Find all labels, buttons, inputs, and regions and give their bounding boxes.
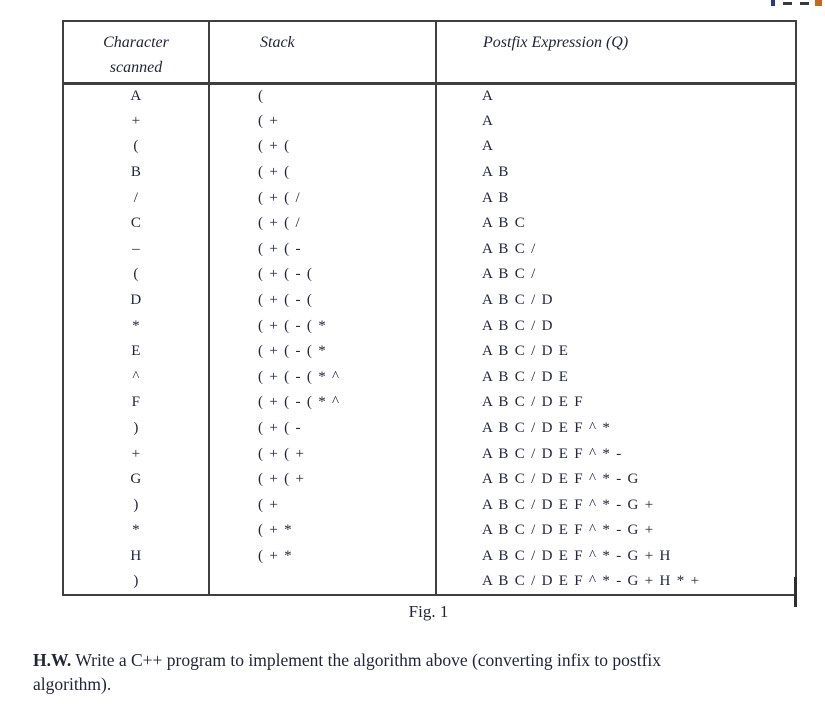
stack-cell: ( + ( + — [208, 466, 436, 493]
stack-cell: ( + ( - ( * ^ — [208, 390, 436, 416]
scanned-cell: + — [131, 445, 141, 462]
scanned-cell: ( — [133, 138, 139, 155]
postfix-cell: A B C — [435, 210, 796, 237]
postfix-cell: A B C / D — [435, 287, 796, 314]
table-row: ) ( + ( - A B C / D E F ^ * — [63, 415, 796, 442]
scanned-cell: – — [132, 240, 140, 257]
scanned-cell: F — [131, 394, 141, 411]
table-row: D ( + ( - ( A B C / D — [63, 287, 796, 314]
scanned-cell: H — [130, 547, 142, 564]
stack-cell: ( + ( - ( * ^ — [208, 364, 436, 391]
scanned-cell: * — [132, 317, 140, 334]
table-body: A ( A + ( + A ( ( + ( A B ( + ( A B / ( … — [63, 83, 796, 595]
scanned-cell: ( — [133, 266, 139, 283]
postfix-cell: A B C / D E F ^ * - G + H * + — [435, 569, 796, 595]
homework-text: Write a C++ program to implement the alg… — [33, 650, 662, 695]
stack-cell: ( + ( - ( * — [208, 313, 436, 339]
stack-cell: ( + ( - ( * — [208, 338, 436, 365]
header-character-scanned: Character scanned — [63, 21, 209, 85]
postfix-cell: A — [435, 108, 796, 135]
cutoff-mark — [800, 2, 809, 5]
postfix-cell: A B C / D E — [435, 338, 796, 365]
scanned-cell: / — [133, 189, 139, 206]
table-row: H ( + * A B C / D E F ^ * - G + H — [63, 543, 796, 570]
stack-cell: ( + ( — [208, 159, 436, 186]
table-row: – ( + ( - A B C / — [63, 236, 796, 263]
postfix-cell: A — [435, 134, 796, 160]
scanned-cell: ^ — [132, 368, 140, 385]
infix-to-postfix-trace-table: Character scanned Stack Postfix Expressi… — [62, 20, 797, 596]
table-row: * ( + ( - ( * A B C / D — [63, 313, 796, 339]
postfix-cell: A B C / D E F ^ * - G + — [435, 492, 796, 519]
table-row: + ( + A — [63, 108, 796, 135]
scanned-cell: E — [131, 343, 141, 360]
stack-cell: ( + ( - ( — [208, 287, 436, 314]
stack-cell: ( + ( — [208, 134, 436, 160]
postfix-cell: A B C / D E F ^ * — [435, 415, 796, 442]
scanned-cell: ) — [133, 573, 139, 590]
postfix-cell: A — [435, 83, 796, 109]
postfix-cell: A B C / — [435, 262, 796, 288]
scanned-cell: + — [131, 112, 141, 129]
table-row: ( ( + ( A — [63, 134, 796, 160]
header-stack: Stack — [208, 21, 436, 85]
stack-cell: ( + ( - — [208, 415, 436, 442]
table-row: ( ( + ( - ( A B C / — [63, 262, 796, 288]
stack-cell: ( + ( / — [208, 185, 436, 211]
table-row: / ( + ( / A B — [63, 185, 796, 211]
table-row: A ( A — [63, 83, 796, 109]
stack-cell: ( + ( / — [208, 210, 436, 237]
postfix-cell: A B C / D E F ^ * - G + H — [435, 543, 796, 570]
table-row: C ( + ( / A B C — [63, 210, 796, 237]
table-row: F ( + ( - ( * ^ A B C / D E F — [63, 390, 796, 416]
scanned-cell: G — [130, 471, 142, 488]
cutoff-mark — [771, 0, 775, 6]
cutoff-text-fragment — [0, 0, 825, 8]
scanned-cell: C — [130, 215, 142, 232]
postfix-cell: A B C / D E F ^ * - — [435, 441, 796, 467]
stack-cell: ( + * — [208, 518, 436, 544]
homework-label: H.W. — [33, 650, 72, 670]
postfix-cell: A B C / D E F — [435, 390, 796, 416]
table-row: E ( + ( - ( * A B C / D E — [63, 338, 796, 365]
table-row: ^ ( + ( - ( * ^ A B C / D E — [63, 364, 796, 391]
scanned-cell: ) — [133, 420, 139, 437]
table-row: ) A B C / D E F ^ * - G + H * + — [63, 569, 796, 595]
text-cursor — [794, 577, 797, 607]
table-row: + ( + ( + A B C / D E F ^ * - — [63, 441, 796, 467]
stack-cell: ( — [208, 83, 436, 109]
stack-cell: ( + ( - ( — [208, 262, 436, 288]
stack-cell: ( + * — [208, 543, 436, 570]
postfix-cell: A B C / D — [435, 313, 796, 339]
postfix-cell: A B C / D E — [435, 364, 796, 391]
homework-paragraph: H.W. Write a C++ program to implement th… — [33, 648, 725, 696]
table-row: G ( + ( + A B C / D E F ^ * - G — [63, 466, 796, 493]
scanned-cell: D — [130, 292, 142, 309]
postfix-cell: A B C / D E F ^ * - G — [435, 466, 796, 493]
postfix-cell: A B — [435, 159, 796, 186]
table-header-row: Character scanned Stack Postfix Expressi… — [63, 21, 796, 85]
postfix-cell: A B — [435, 185, 796, 211]
stack-cell: ( + — [208, 108, 436, 135]
scanned-cell: * — [132, 522, 140, 539]
stack-cell: ( + ( + — [208, 441, 436, 467]
table-row: B ( + ( A B — [63, 159, 796, 186]
scanned-cell: ) — [133, 496, 139, 513]
header-postfix-expression: Postfix Expression (Q) — [435, 21, 796, 85]
figure-caption: Fig. 1 — [408, 602, 449, 621]
postfix-cell: A B C / D E F ^ * - G + — [435, 518, 796, 544]
table-row: ) ( + A B C / D E F ^ * - G + — [63, 492, 796, 519]
cutoff-mark — [815, 0, 822, 6]
stack-cell: ( + — [208, 492, 436, 519]
scanned-cell: A — [130, 88, 142, 105]
stack-cell: ( + ( - — [208, 236, 436, 263]
cutoff-mark — [783, 2, 792, 5]
postfix-cell: A B C / — [435, 236, 796, 263]
stack-cell — [208, 569, 436, 595]
scanned-cell: B — [130, 164, 142, 181]
table-row: * ( + * A B C / D E F ^ * - G + — [63, 518, 796, 544]
